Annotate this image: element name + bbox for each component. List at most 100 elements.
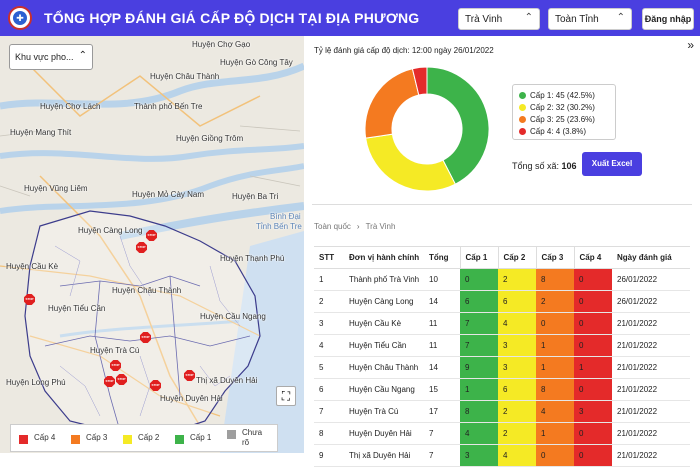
table-row[interactable]: 2 Huyện Càng Long 14 6 6 2 0 26/01/2022 xyxy=(314,290,690,313)
table-cell: 2 xyxy=(314,290,344,313)
table-cell: Thành phố Trà Vinh xyxy=(344,268,424,291)
place-label: Huyện Tiểu Cần xyxy=(48,304,106,313)
stop-marker-icon[interactable]: STOP xyxy=(140,332,151,343)
level-table: STT Đơn vị hành chính Tổng Cấp 1 Cấp 2 C… xyxy=(314,246,690,467)
legend-item: Cấp 2 xyxy=(115,433,167,444)
table-row[interactable]: 6 Huyện Cầu Ngang 15 1 6 8 0 21/01/2022 xyxy=(314,378,690,401)
legend-item: Chưa rõ xyxy=(219,428,271,448)
table-cell: 21/01/2022 xyxy=(612,400,690,423)
table-cell: 21/01/2022 xyxy=(612,444,690,467)
map-view[interactable]: Khu vực pho... ⌃ Huyện Chợ Gạo Huyện Gò … xyxy=(0,36,304,453)
table-row[interactable]: 5 Huyện Châu Thành 14 9 3 1 1 21/01/2022 xyxy=(314,356,690,379)
scope-select[interactable]: Toàn Tỉnh ⌃ xyxy=(548,8,632,30)
place-label: Huyện Trà Cú xyxy=(90,346,140,355)
table-cell: Huyện Cầu Kè xyxy=(344,312,424,335)
place-label: Huyện Long Phú xyxy=(6,378,66,387)
table-cell: 8 xyxy=(460,400,498,423)
table-cell: 21/01/2022 xyxy=(612,334,690,357)
table-cell: Huyện Cầu Ngang xyxy=(344,378,424,401)
legend-swatch xyxy=(71,434,80,444)
legend-label: Cấp 3 xyxy=(86,432,108,442)
table-cell: 21/01/2022 xyxy=(612,312,690,335)
stop-marker-icon[interactable]: STOP xyxy=(24,294,35,305)
table-cell: 2 xyxy=(498,422,536,445)
legend-item: Cấp 4 xyxy=(11,433,63,444)
table-cell: 8 xyxy=(536,268,574,291)
table-cell: 0 xyxy=(574,422,612,445)
legend-dot xyxy=(519,115,526,123)
table-cell: 1 xyxy=(536,422,574,445)
table-cell: 0 xyxy=(574,268,612,291)
table-cell: 0 xyxy=(536,312,574,335)
table-cell: 8 xyxy=(314,422,344,445)
summary-panel: » Tỷ lệ đánh giá cấp độ dịch: 12:00 ngày… xyxy=(304,36,700,467)
chart-legend-item: Cấp 2: 32 (30.2%) xyxy=(519,101,609,113)
table-cell: 1 xyxy=(536,334,574,357)
chevron-updown-icon: ⌃ xyxy=(78,50,87,61)
table-row[interactable]: 8 Huyện Duyên Hải 7 4 2 1 0 21/01/2022 xyxy=(314,422,690,445)
table-cell: 4 xyxy=(498,444,536,467)
place-label: Huyện Cầu Kè xyxy=(6,262,59,271)
table-cell: 3 xyxy=(498,356,536,379)
table-cell: 6 xyxy=(314,378,344,401)
donut-slice[interactable] xyxy=(365,133,456,192)
place-label: Thị xã Duyên Hải xyxy=(196,376,258,385)
place-label: Huyện Ba Tri xyxy=(232,192,279,201)
stop-marker-icon[interactable]: STOP xyxy=(136,242,147,253)
legend-item: Cấp 3 xyxy=(63,433,115,444)
column-header: Tổng xyxy=(424,246,460,269)
region-select[interactable]: Khu vực pho... ⌃ xyxy=(9,44,93,70)
chart-legend-label: Cấp 2: 32 (30.2%) xyxy=(530,102,595,112)
table-cell: 21/01/2022 xyxy=(612,378,690,401)
divider xyxy=(312,204,692,205)
level-donut-chart xyxy=(364,66,490,192)
breadcrumb-item[interactable]: Trà Vinh xyxy=(365,222,396,231)
collapse-panel-icon[interactable]: » xyxy=(687,38,694,52)
table-cell: 21/01/2022 xyxy=(612,356,690,379)
stop-marker-icon[interactable]: STOP xyxy=(150,380,161,391)
column-header: Cấp 3 xyxy=(535,246,574,269)
breadcrumb-item[interactable]: Toàn quốc xyxy=(314,222,351,231)
table-cell: 7 xyxy=(314,400,344,423)
table-cell: 7 xyxy=(424,422,460,445)
place-label: Huyện Chợ Lách xyxy=(40,102,101,111)
chart-legend-item: Cấp 1: 45 (42.5%) xyxy=(519,89,609,101)
table-cell: Huyện Trà Cú xyxy=(344,400,424,423)
place-label: Huyện Chợ Gạo xyxy=(192,40,251,49)
table-cell: 9 xyxy=(314,444,344,467)
place-label: Huyện Thạnh Phú xyxy=(220,254,285,263)
table-cell: 14 xyxy=(424,356,460,379)
stop-marker-icon[interactable]: STOP xyxy=(104,376,115,387)
chevron-updown-icon: ⌃ xyxy=(616,12,625,23)
table-cell: 4 xyxy=(498,312,536,335)
login-button[interactable]: Đăng nhập xyxy=(642,8,694,30)
legend-label: Cấp 2 xyxy=(138,432,160,442)
donut-slice[interactable] xyxy=(364,68,420,139)
table-cell: 4 xyxy=(314,334,344,357)
chart-legend-label: Cấp 1: 45 (42.5%) xyxy=(530,90,595,100)
table-row[interactable]: 1 Thành phố Trà Vinh 10 0 2 8 0 26/01/2022 xyxy=(314,268,690,291)
place-label: Tỉnh Bến Tre xyxy=(256,222,302,231)
stop-marker-icon[interactable]: STOP xyxy=(110,360,121,371)
table-cell: 1 xyxy=(574,356,612,379)
fullscreen-icon[interactable]: ⛶ xyxy=(276,386,296,406)
table-row[interactable]: 7 Huyện Trà Cú 17 8 2 4 3 21/01/2022 xyxy=(314,400,690,423)
stop-marker-icon[interactable]: STOP xyxy=(116,374,127,385)
table-cell: Huyện Càng Long xyxy=(344,290,424,313)
table-cell: 6 xyxy=(498,290,536,313)
table-row[interactable]: 3 Huyện Cầu Kè 11 7 4 0 0 21/01/2022 xyxy=(314,312,690,335)
total-value: 106 xyxy=(561,161,577,171)
column-header: Đơn vị hành chính xyxy=(344,246,424,269)
province-select[interactable]: Trà Vinh ⌃ xyxy=(458,8,540,30)
export-excel-button[interactable]: Xuất Excel xyxy=(582,152,642,176)
donut-slice[interactable] xyxy=(411,66,428,96)
stop-marker-icon[interactable]: STOP xyxy=(184,370,195,381)
table-row[interactable]: 9 Thị xã Duyên Hải 7 3 4 0 0 21/01/2022 xyxy=(314,444,690,467)
stop-marker-icon[interactable]: STOP xyxy=(146,230,157,241)
column-header: Ngày đánh giá xyxy=(612,246,690,269)
place-label: Huyện Gò Công Tây xyxy=(220,58,293,67)
table-cell: 0 xyxy=(574,378,612,401)
donut-slice[interactable] xyxy=(426,66,490,185)
table-cell: 5 xyxy=(314,356,344,379)
table-row[interactable]: 4 Huyện Tiểu Cần 11 7 3 1 0 21/01/2022 xyxy=(314,334,690,357)
